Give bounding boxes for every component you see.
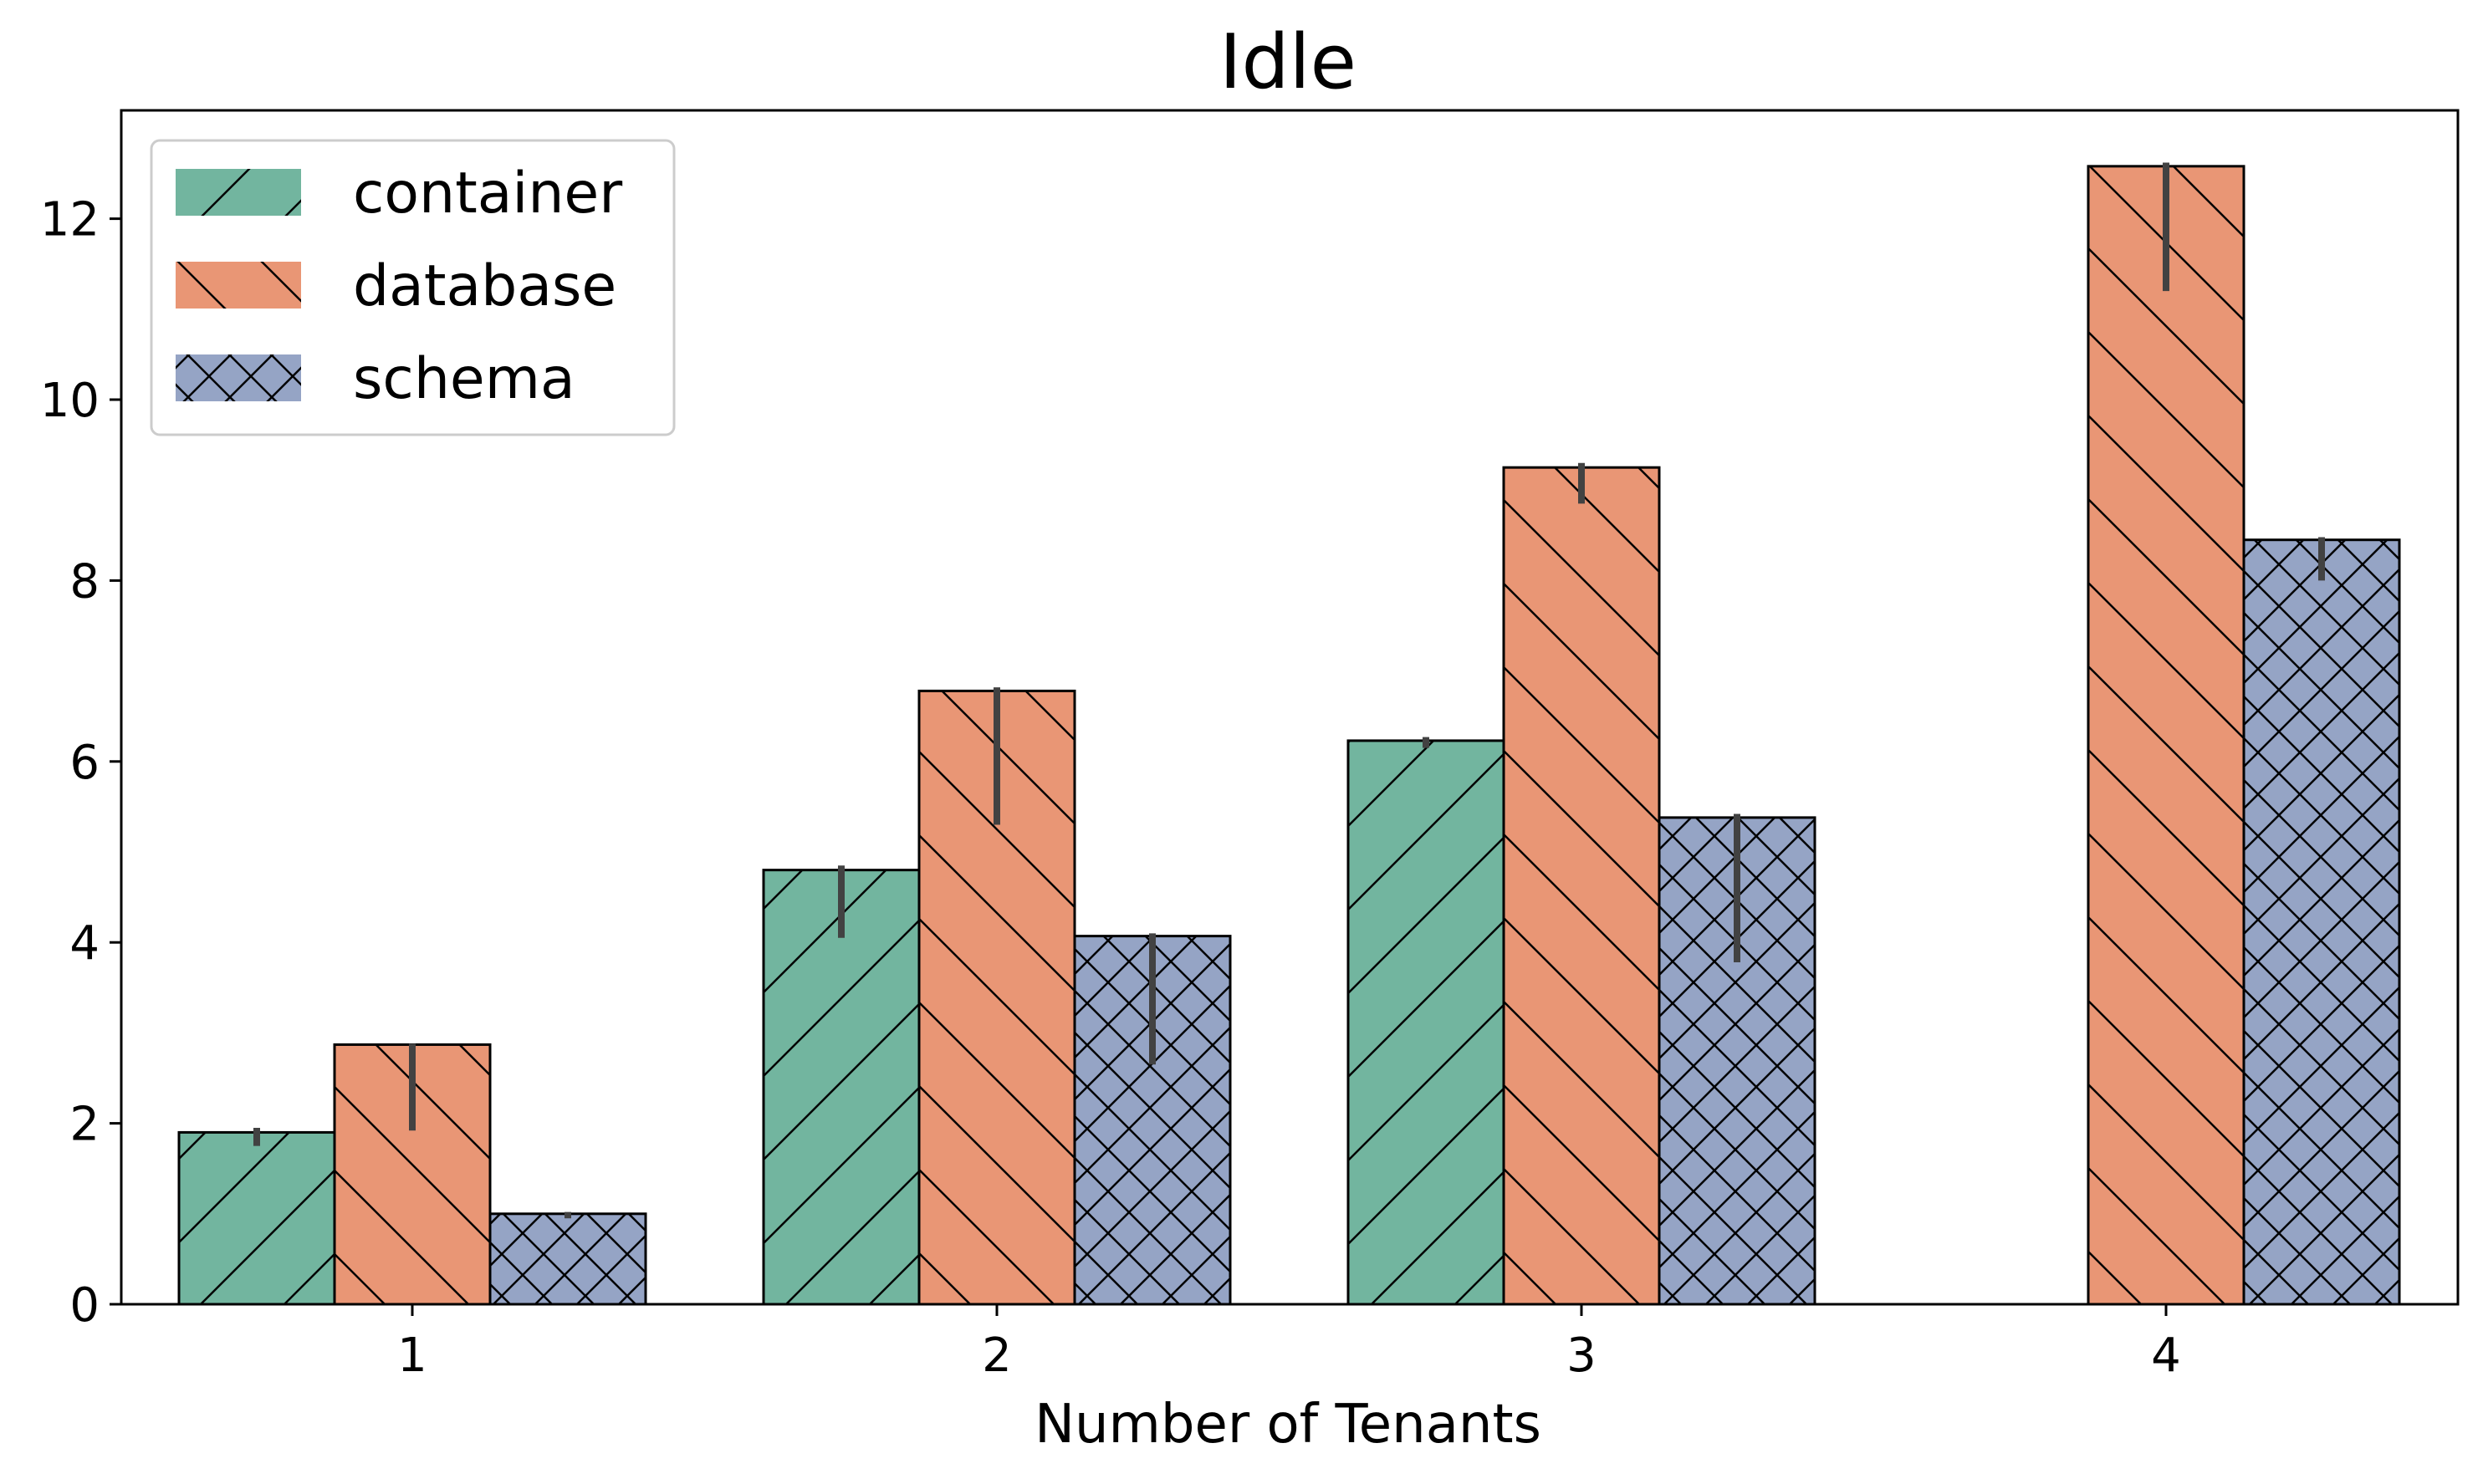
y-tick-label: 12 (40, 193, 100, 247)
bar-hatch (1346, 739, 1505, 1306)
y-tick-label: 2 (69, 1098, 100, 1152)
legend-swatch-hatch (176, 262, 301, 309)
legend-swatch-hatch (176, 169, 301, 216)
y-tick-label: 4 (69, 916, 100, 971)
x-tick-label: 4 (2151, 1328, 2181, 1383)
error-bars-layer (253, 162, 2325, 1219)
bar-schema-4 (2242, 538, 2401, 1306)
bar-database-4 (2087, 165, 2245, 1306)
bar-hatch (2087, 165, 2245, 1306)
x-tick-label: 2 (982, 1328, 1012, 1383)
legend-label: database (353, 253, 616, 319)
legend-label: container (353, 161, 622, 227)
y-tick-label: 10 (40, 374, 100, 428)
bar-schema-1 (488, 1212, 647, 1306)
x-axis-label: Number of Tenants (1035, 1394, 1541, 1456)
y-tick-label: 6 (69, 736, 100, 790)
legend-label: schema (353, 346, 575, 412)
bar-hatch (1502, 466, 1661, 1306)
legend-item-container: container (176, 161, 622, 227)
legend: container database schema (150, 139, 676, 436)
bar-database-3 (1502, 466, 1661, 1306)
bar-hatch (177, 1130, 336, 1306)
legend-swatch-hatch (176, 354, 301, 401)
x-tick-label: 1 (397, 1328, 427, 1383)
bars-layer (177, 165, 2401, 1306)
x-axis: 1 2 3 4 (397, 1304, 2181, 1383)
bar-container-1 (177, 1130, 336, 1306)
legend-item-schema: schema (176, 346, 575, 412)
chart-title: Idle (1219, 18, 1356, 106)
x-tick-label: 3 (1566, 1328, 1597, 1383)
bar-container-3 (1346, 739, 1505, 1306)
y-axis: 0 2 4 6 8 10 12 (40, 193, 121, 1333)
legend-item-database: database (176, 253, 616, 319)
bar-hatch (488, 1212, 647, 1306)
bar-hatch (2242, 538, 2401, 1306)
y-tick-label: 0 (69, 1278, 100, 1333)
plot-frame (120, 109, 2460, 1306)
y-tick-label: 8 (69, 554, 100, 609)
